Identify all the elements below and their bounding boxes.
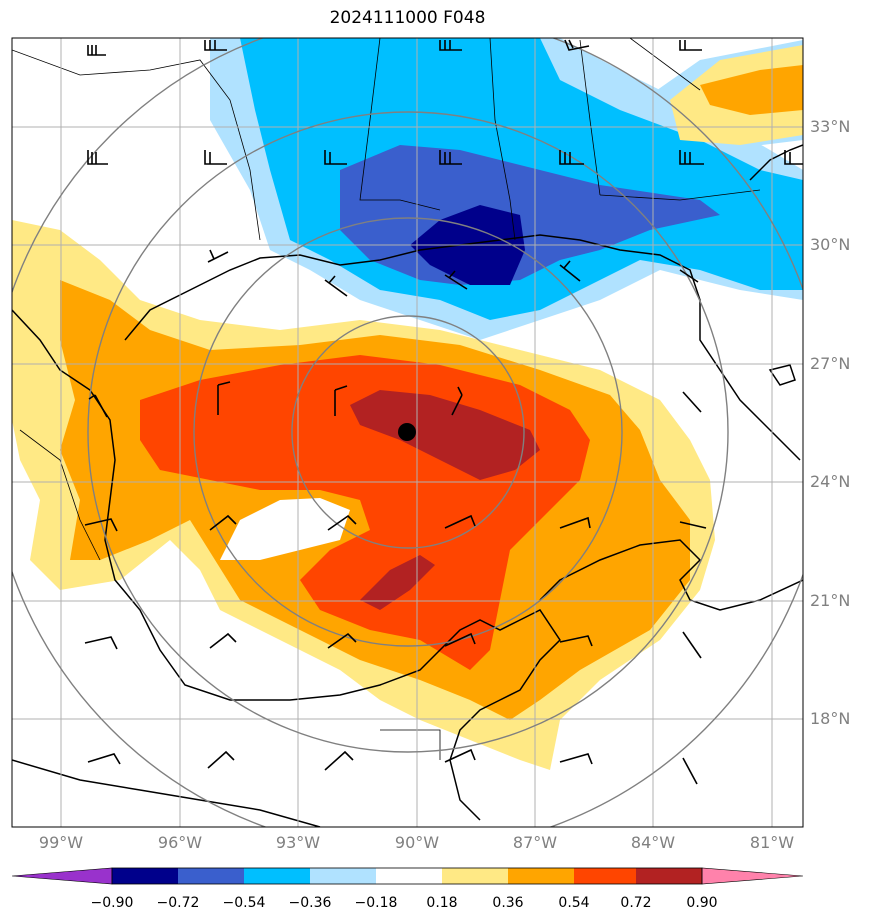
range-rings — [12, 38, 803, 827]
graticule — [12, 38, 803, 827]
colorbar-label: 0.54 — [558, 895, 590, 911]
colorbar-label: −0.90 — [90, 895, 134, 911]
wind-barbs — [84, 39, 803, 785]
lon-label-84w: 84°W — [630, 833, 676, 852]
negative-anomaly-fill — [210, 38, 803, 340]
colorbar-label: 0.72 — [620, 895, 652, 911]
map-frame — [11, 37, 804, 828]
colorbar-label: 0.90 — [686, 895, 718, 911]
lat-label-33n: 33°N — [810, 117, 851, 136]
lat-label-27n: 27°N — [810, 354, 851, 373]
lon-label-81w: 81°W — [749, 833, 795, 852]
lat-label-21n: 21°N — [810, 591, 851, 610]
lat-label-18n: 18°N — [810, 709, 851, 728]
lon-label-93w: 93°W — [275, 833, 321, 852]
colorbar-label: −0.54 — [222, 895, 266, 911]
lon-label-90w: 90°W — [394, 833, 440, 852]
colorbar — [11, 867, 804, 885]
storm-center-dot — [398, 423, 416, 441]
lat-label-24n: 24°N — [810, 472, 851, 491]
colorbar-label: −0.72 — [156, 895, 200, 911]
lat-label-30n: 30°N — [810, 235, 851, 254]
lon-label-87w: 87°W — [512, 833, 558, 852]
lon-label-96w: 96°W — [157, 833, 203, 852]
coastlines — [12, 144, 803, 827]
colorbar-label: −0.18 — [354, 895, 398, 911]
colorbar-label: 0.18 — [426, 895, 458, 911]
lon-label-99w: 99°W — [38, 833, 84, 852]
colorbar-label: 0.36 — [492, 895, 524, 911]
map-title: 2024111000 F048 — [329, 8, 486, 28]
political-borders — [12, 38, 761, 760]
colorbar-label: −0.36 — [288, 895, 332, 911]
